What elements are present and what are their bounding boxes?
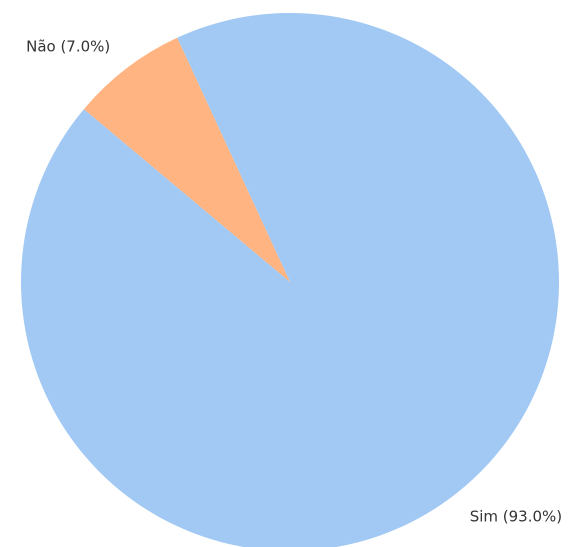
slice-label: Não (7.0%)	[26, 37, 110, 55]
pie-slice	[21, 13, 559, 547]
slice-label: Sim (93.0%)	[470, 508, 562, 526]
pie-slice	[83, 37, 290, 282]
